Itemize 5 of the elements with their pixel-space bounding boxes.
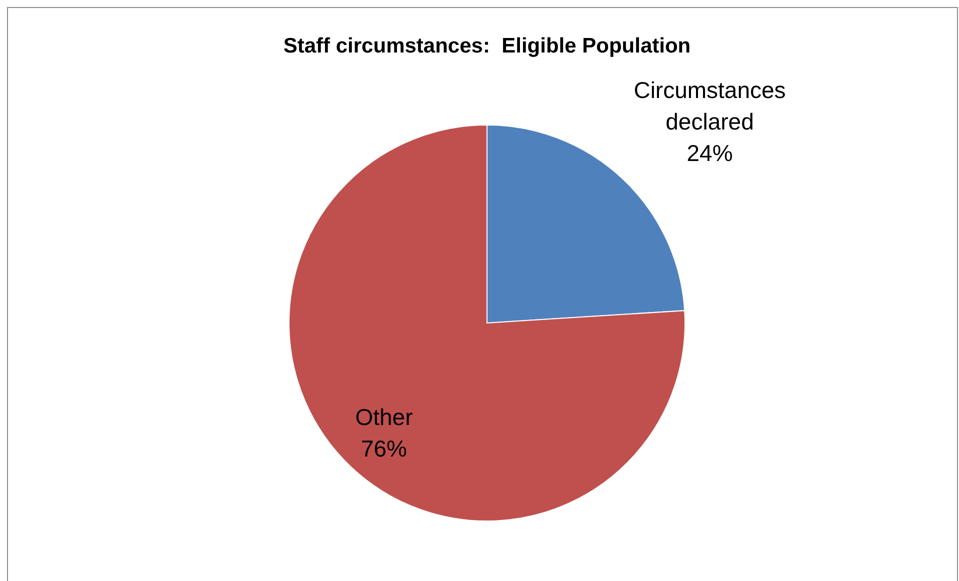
data-label: 24%	[686, 140, 733, 166]
slice-label: Circumstances declared	[634, 76, 786, 134]
slice-label: Other	[355, 404, 414, 430]
data-label: 76%	[360, 435, 408, 462]
chart-title: Staff circumstances: Eligible Population	[283, 34, 691, 58]
